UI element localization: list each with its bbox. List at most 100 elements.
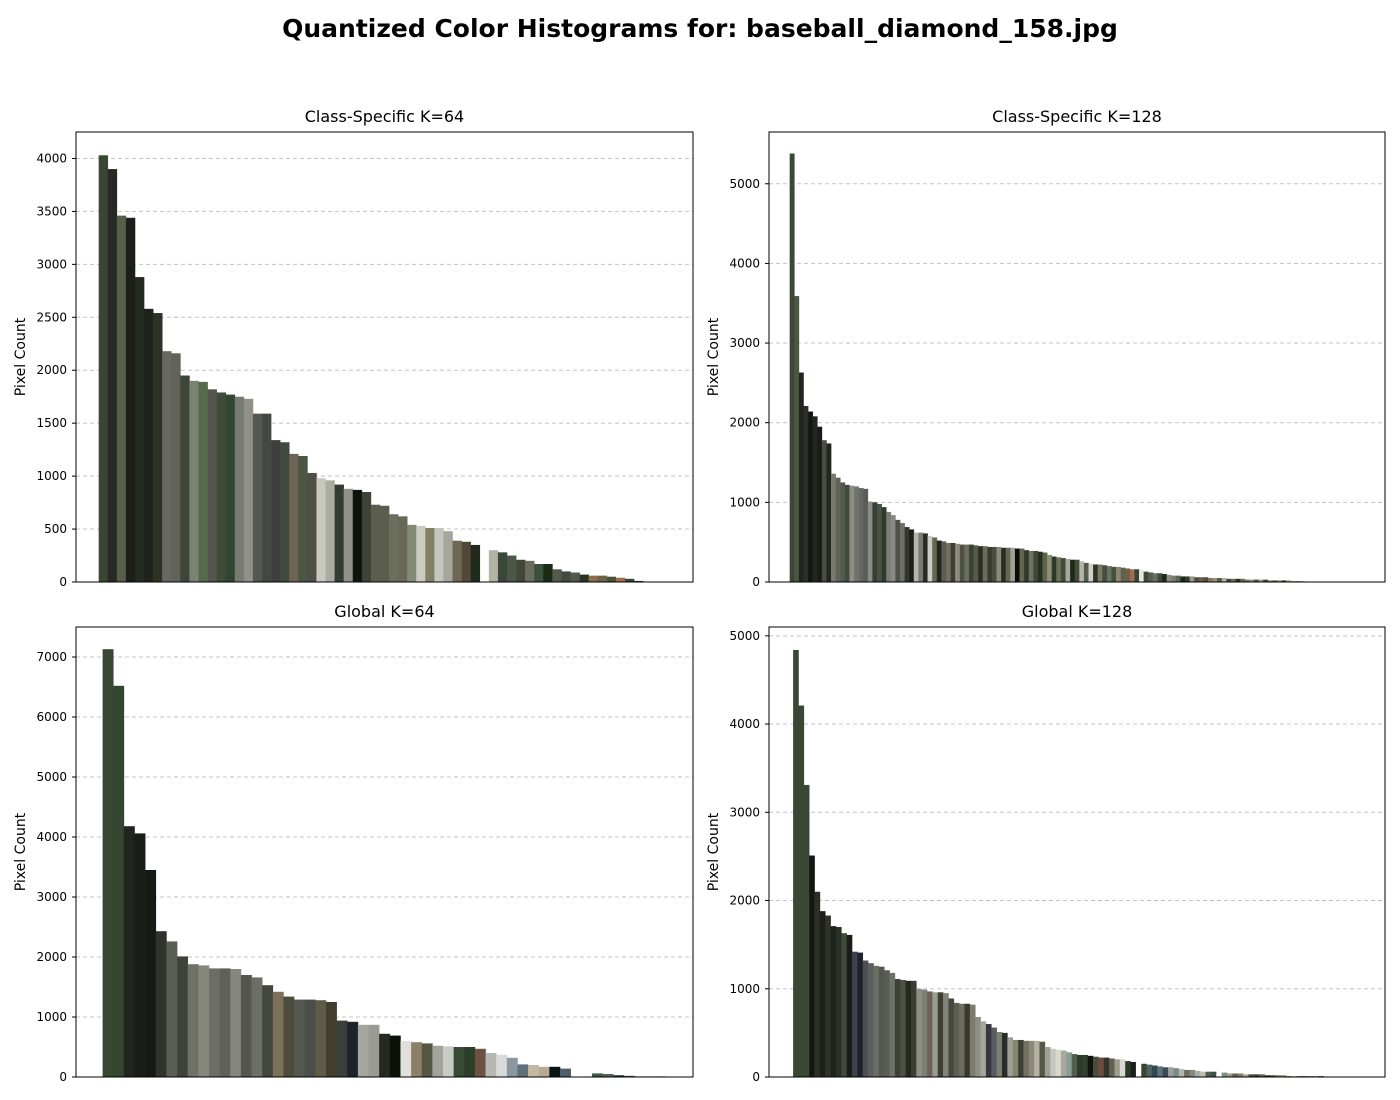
y-tick-label: 1000: [36, 1010, 67, 1024]
histogram-bar: [1083, 562, 1089, 582]
histogram-bar: [1240, 578, 1246, 582]
histogram-bar: [1042, 552, 1048, 582]
histogram-bar: [208, 968, 220, 1077]
histogram-bar: [1039, 1041, 1046, 1077]
histogram-bar: [1152, 573, 1158, 582]
histogram-bar: [964, 544, 970, 582]
histogram-bar: [1226, 578, 1232, 582]
histogram-bar: [1263, 579, 1269, 582]
histogram-bar: [591, 1073, 603, 1077]
histogram-bar: [909, 529, 915, 582]
histogram-bar: [1216, 1072, 1222, 1077]
histogram-bar: [398, 516, 408, 582]
histogram-bar: [900, 523, 905, 582]
histogram-bar: [1103, 1057, 1110, 1077]
histogram-bar: [416, 525, 426, 582]
histogram-bar: [166, 941, 178, 1077]
histogram-bar: [1066, 1052, 1072, 1077]
histogram-bar: [538, 1066, 550, 1077]
histogram-bar: [116, 215, 127, 582]
histogram-bar: [1119, 1059, 1126, 1077]
histogram-bar: [1111, 566, 1117, 582]
histogram-bar: [789, 153, 795, 582]
y-tick-label: 0: [752, 575, 760, 589]
histogram-bar: [1051, 556, 1057, 582]
histogram-bar: [1178, 1069, 1185, 1077]
histogram-bar: [525, 560, 535, 582]
histogram-bar: [1135, 1062, 1142, 1077]
y-tick-label: 1000: [729, 982, 760, 996]
histogram-bar: [1232, 1073, 1238, 1077]
bar-chart-class-specific-k128: 0 1000 2000 3000 4000 5000 Pixel Count: [706, 131, 1386, 589]
histogram-bar: [1259, 1074, 1265, 1077]
histogram-bar: [878, 966, 885, 1077]
histogram-bar: [872, 502, 878, 582]
histogram-bar: [798, 372, 804, 582]
histogram-bar: [1235, 578, 1241, 582]
histogram-bar: [808, 411, 813, 582]
histogram-bar: [225, 394, 236, 582]
axes-frame: [75, 626, 694, 1078]
histogram-bar: [470, 544, 481, 582]
histogram-bar: [189, 380, 199, 582]
histogram-bar: [1014, 548, 1020, 582]
histogram-bar: [347, 1021, 359, 1077]
histogram-bar: [1019, 548, 1025, 582]
histogram-bar: [1189, 576, 1195, 582]
histogram-bar: [187, 964, 199, 1077]
histogram-bar: [1231, 578, 1236, 582]
histogram-bar: [1088, 563, 1094, 582]
histogram-bar: [549, 1066, 561, 1077]
histogram-bar: [950, 542, 956, 582]
histogram-bar: [198, 965, 210, 1077]
histogram-bar: [841, 933, 847, 1077]
histogram-bar: [1074, 559, 1080, 582]
histogram-bar: [552, 569, 562, 582]
histogram-bar: [932, 537, 938, 582]
histogram-bar: [606, 576, 617, 582]
histogram-bar: [506, 1057, 518, 1077]
histogram-bar: [987, 546, 993, 582]
histogram-bar: [937, 992, 944, 1077]
histogram-bar: [918, 532, 924, 582]
histogram-bar: [844, 484, 850, 582]
histogram-bar: [835, 477, 841, 582]
y-tick-label: 2000: [36, 950, 67, 964]
histogram-bar: [1253, 1074, 1260, 1077]
histogram-bar: [948, 998, 955, 1077]
y-tick-label: 2000: [36, 363, 67, 377]
histogram-bar: [379, 1033, 391, 1077]
histogram-bar: [304, 999, 316, 1077]
figure-title: Quantized Color Histograms for: baseball…: [282, 14, 1118, 43]
histogram-bar: [857, 952, 864, 1077]
histogram-bar: [941, 541, 947, 582]
histogram-bar: [434, 528, 444, 582]
y-tick-label: 2500: [36, 310, 67, 324]
histogram-bar: [985, 1024, 992, 1077]
y-tick-label: 3000: [36, 890, 67, 904]
histogram-bar: [854, 486, 859, 582]
histogram-bar: [927, 991, 933, 1077]
histogram-bar: [1005, 547, 1011, 582]
histogram-bar: [623, 1075, 635, 1077]
histogram-bar: [1102, 565, 1108, 582]
histogram-bar: [1114, 1059, 1121, 1077]
histogram-bar: [1071, 1054, 1078, 1077]
y-axis-label: Pixel Count: [706, 317, 722, 396]
histogram-bar: [991, 1027, 997, 1077]
histogram-bar: [1264, 1075, 1271, 1077]
histogram-bar: [1056, 557, 1062, 582]
histogram-bar: [1226, 1073, 1233, 1077]
histogram-bar: [936, 540, 942, 582]
histogram-bar: [421, 1043, 433, 1077]
histogram-bar: [1281, 580, 1287, 582]
histogram-bar: [316, 478, 326, 582]
histogram-bar: [1037, 551, 1043, 582]
y-tick-label: 5000: [36, 770, 67, 784]
histogram-bar: [497, 552, 508, 582]
histogram-bar: [1267, 580, 1273, 582]
histogram-bar: [219, 968, 231, 1077]
y-tick-label: 1000: [36, 469, 67, 483]
histogram-bar: [230, 969, 242, 1077]
histogram-bar: [910, 980, 917, 1077]
